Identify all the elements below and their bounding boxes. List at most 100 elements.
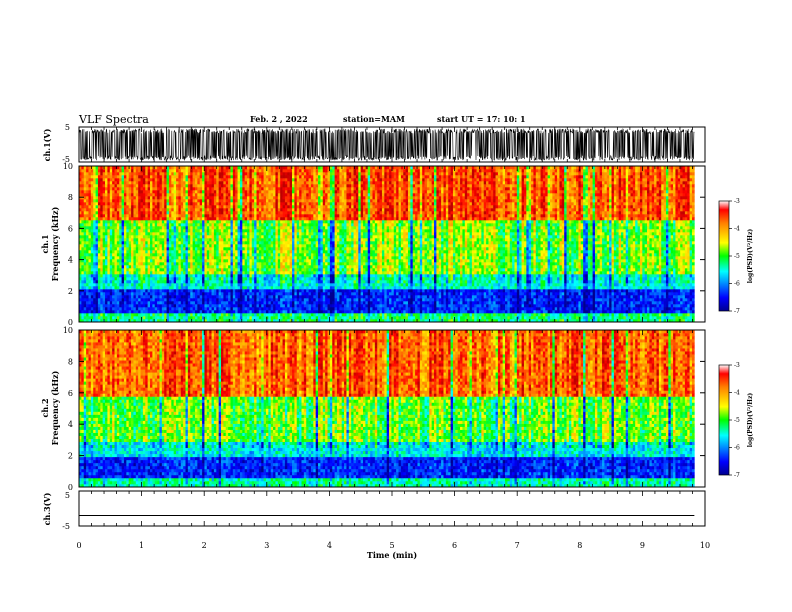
spectrogram-cell <box>668 268 671 271</box>
spectrogram-cell <box>174 277 177 280</box>
spectrogram-cell <box>685 310 688 313</box>
spectrogram-cell <box>285 283 288 286</box>
spectrogram-cell <box>259 289 262 292</box>
spectrogram-cell <box>559 316 562 319</box>
spectrogram-cell <box>434 286 437 289</box>
spectrogram-cell <box>375 313 378 316</box>
spectrogram-cell <box>261 298 264 301</box>
spectrogram-cell <box>564 307 567 310</box>
spectrogram-cell <box>197 307 200 310</box>
spectrogram-cell <box>117 313 120 316</box>
spectrogram-cell <box>652 286 655 289</box>
spectrogram-cell <box>81 280 84 283</box>
spectrogram-cell <box>356 298 359 301</box>
spectrogram-cell <box>328 274 331 277</box>
spectrogram-cell <box>647 316 650 319</box>
spectrogram-cell <box>223 313 226 316</box>
spectrogram-cell <box>223 289 226 292</box>
spectrogram-cell <box>578 268 581 271</box>
spectrogram-cell <box>368 271 371 274</box>
spectrogram-cell <box>623 289 626 292</box>
spectrogram-cell <box>98 295 101 298</box>
spectrogram-cell <box>313 286 316 289</box>
spectrogram-cell <box>505 271 508 274</box>
spectrogram-cell <box>330 280 333 283</box>
spectrogram-cell <box>467 298 470 301</box>
spectrogram-cell <box>209 283 212 286</box>
spectrogram-cell <box>555 313 558 316</box>
spectrogram-cell <box>257 289 260 292</box>
spectrogram-cell <box>541 298 544 301</box>
spectrogram-cell <box>529 277 532 280</box>
spectrogram-cell <box>176 301 179 304</box>
spectrogram-cell <box>541 310 544 313</box>
spectrogram-cell <box>484 268 487 271</box>
spectrogram-cell <box>533 316 536 319</box>
spectrogram-cell <box>311 316 314 319</box>
spectrogram-cell <box>543 274 546 277</box>
spectrogram-cell <box>486 271 489 274</box>
spectrogram-cell <box>564 301 567 304</box>
spectrogram-cell <box>138 313 141 316</box>
spectrogram-cell <box>344 268 347 271</box>
spectrogram-cell <box>567 268 570 271</box>
spectrogram-cell <box>541 274 544 277</box>
spectrogram-cell <box>141 268 144 271</box>
spectrogram-cell <box>477 304 480 307</box>
spectrogram-cell <box>287 283 290 286</box>
spectrogram-cell <box>458 289 461 292</box>
spectrogram-cell <box>328 310 331 313</box>
spectrogram-cell <box>309 274 312 277</box>
spectrogram-cell <box>597 310 600 313</box>
spectrogram-cell <box>105 283 108 286</box>
spectrogram-cell <box>285 313 288 316</box>
spectrogram-cell <box>621 295 624 298</box>
spectrogram-cell <box>223 268 226 271</box>
spectrogram-cell <box>602 316 605 319</box>
spectrogram-cell <box>548 313 551 316</box>
spectrogram-cell <box>100 298 103 301</box>
spectrogram-cell <box>358 265 361 268</box>
spectrogram-cell <box>626 316 629 319</box>
spectrogram-cell <box>649 313 652 316</box>
spectrogram-cell <box>247 316 250 319</box>
spectrogram-cell <box>96 265 99 268</box>
spectrogram-cell <box>472 298 475 301</box>
spectrogram-cell <box>635 289 638 292</box>
spectrogram-cell <box>548 307 551 310</box>
spectrogram-cell <box>391 313 394 316</box>
spectrogram-cell <box>245 286 248 289</box>
start-time-label: start UT = 17: 10: 1 <box>437 114 526 124</box>
spectrogram-cell <box>162 307 165 310</box>
spectrogram-cell <box>245 307 248 310</box>
spectrogram-cell <box>297 316 300 319</box>
spectrogram-cell <box>136 295 139 298</box>
spectrogram-cell <box>235 310 238 313</box>
spectrogram-cell <box>687 307 690 310</box>
spectrogram-cell <box>238 307 241 310</box>
spectrogram-cell <box>81 262 84 265</box>
spectrogram-cell <box>169 295 172 298</box>
spectrogram-cell <box>294 316 297 319</box>
spectrogram-cell <box>252 295 255 298</box>
spectrogram-cell <box>432 277 435 280</box>
spectrogram-cell <box>654 271 657 274</box>
spectrogram-cell <box>261 313 264 316</box>
spectrogram-cell <box>623 295 626 298</box>
spectrogram-cell <box>630 307 633 310</box>
spectrogram-cell <box>496 295 499 298</box>
spectrogram-cell <box>465 277 468 280</box>
spectrogram-cell <box>107 277 110 280</box>
spectrogram-cell <box>460 265 463 268</box>
spectrogram-cell <box>112 316 115 319</box>
spectrogram-cell <box>645 286 648 289</box>
spectrogram-cell <box>325 286 328 289</box>
spectrogram-cell <box>401 277 404 280</box>
spectrogram-cell <box>536 289 539 292</box>
spectrogram-cell <box>330 316 333 319</box>
spectrogram-cell <box>619 280 622 283</box>
spectrogram-cell <box>221 298 224 301</box>
spectrogram-cell <box>590 283 593 286</box>
spectrogram-cell <box>380 289 383 292</box>
spectrogram-cell <box>183 295 186 298</box>
